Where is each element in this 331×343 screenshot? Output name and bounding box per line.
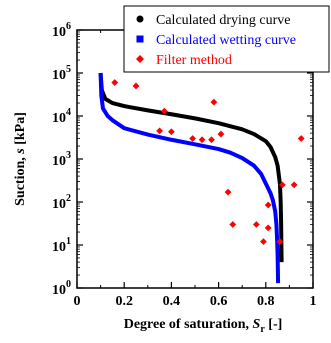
filter-point-12 [252,221,260,228]
plot-area [98,72,305,284]
series-line-1 [98,72,281,284]
y-axis-title: Suction, s [kPa] [13,112,28,206]
filter-point-8 [217,130,225,138]
y-tick-label: 101 [52,236,71,255]
legend-label-0: Calculated drying curve [156,13,291,28]
filter-point-19 [297,135,305,142]
legend-marker-filter [136,55,144,63]
filter-point-0 [111,79,119,86]
x-tick-label: 1 [310,294,317,309]
filter-point-3 [168,128,175,136]
series-line-0 [98,72,284,263]
legend: Calculated drying curve Calculated wettin… [123,5,330,73]
y-tick-label: 104 [52,107,71,126]
x-tick-label: 0.2 [115,294,133,309]
y-tick-label: 105 [52,64,71,83]
filter-point-7 [208,136,215,144]
filter-point-10 [224,188,232,196]
y-tick-label: 102 [52,193,71,212]
x-tick-label: 0.4 [163,294,181,309]
filter-point-17 [278,181,286,189]
filter-point-11 [229,221,237,228]
filter-point-15 [264,201,272,209]
filter-point-1 [132,82,140,90]
x-axis-title: Degree of saturation, Sr [-] [124,317,283,335]
x-tick-label: 0.6 [210,294,228,309]
filter-point-13 [260,238,267,245]
legend-label-1: Calculated wetting curve [156,33,296,48]
y-tick-label: 100 [52,279,71,298]
filter-point-18 [290,181,298,189]
legend-box [123,5,330,73]
legend-marker-wetting [136,35,144,43]
x-tick-label: 0 [74,294,81,309]
x-tick-label: 0.8 [257,294,275,309]
y-tick-label: 106 [52,21,71,40]
legend-label-2: Filter method [156,53,232,68]
filter-point-6 [198,136,206,144]
filter-point-9 [210,98,218,106]
filter-point-16 [276,238,284,245]
filter-point-5 [189,135,197,142]
filter-point-2 [156,127,163,135]
y-tick-label: 103 [52,150,71,169]
filter-point-4 [160,107,168,115]
filter-point-14 [264,224,272,232]
legend-marker-drying [136,15,144,23]
